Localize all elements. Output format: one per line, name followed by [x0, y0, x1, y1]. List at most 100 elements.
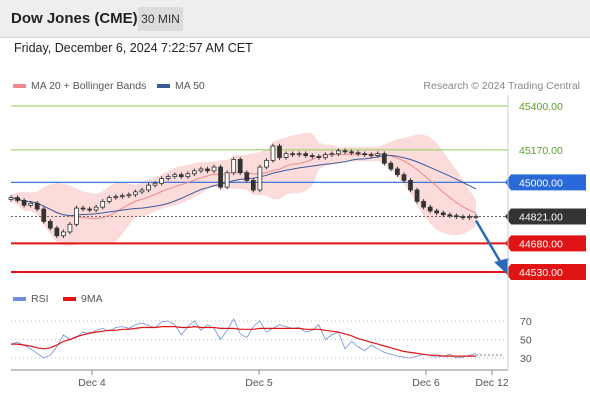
candle-body: [133, 191, 138, 196]
instrument-title: Dow Jones (CME): [11, 10, 138, 27]
candle-body: [309, 155, 315, 158]
candle-body: [34, 202, 40, 210]
time-tick-label: Dec 6: [412, 377, 440, 389]
rsi-ma-swatch: [63, 297, 76, 302]
rsi-tick-label: 30: [520, 353, 532, 365]
candle-body: [329, 153, 335, 156]
candle-body: [185, 173, 191, 177]
candle-body: [198, 168, 204, 172]
candle-body: [74, 207, 79, 225]
candle-body: [375, 153, 381, 157]
candle-body: [283, 153, 289, 158]
candle-body: [296, 153, 302, 156]
candle-body: [113, 196, 119, 199]
ma20-label: MA 20 + Bollinger Bands: [31, 80, 147, 92]
ma50-swatch: [157, 84, 170, 89]
report-datetime: Friday, December 6, 2024 7:22:57 AM CET: [14, 41, 253, 55]
time-tick-label: Dec 5: [245, 377, 273, 389]
candle-body: [323, 154, 328, 158]
candle-body: [126, 194, 132, 197]
legend-ma50: MA 50: [157, 80, 205, 92]
rsi-ma-line: [11, 325, 476, 357]
candle-body: [316, 156, 322, 158]
rsi-ma-label: 9MA: [81, 293, 103, 305]
candle-body: [388, 162, 394, 170]
candle-body: [159, 178, 164, 184]
candle-body: [119, 195, 125, 198]
ma50-label: MA 50: [175, 80, 205, 92]
candle-body: [250, 180, 256, 191]
candle-body: [192, 170, 197, 175]
candle-body: [290, 153, 295, 156]
candle-body: [342, 150, 348, 153]
candle-body: [408, 180, 413, 191]
research-credit: Research © 2024 Trading Central: [423, 80, 580, 92]
candle-body: [80, 207, 86, 210]
candle-body: [224, 172, 230, 188]
candle-body: [336, 150, 341, 155]
time-tick-label: Dec 4: [78, 377, 106, 389]
candle-body: [244, 172, 250, 181]
level-label-box: [505, 174, 586, 191]
candle-body: [146, 184, 151, 191]
candle-body: [106, 197, 112, 202]
candle-body: [381, 153, 387, 164]
level-label: 45400.00: [519, 101, 563, 113]
level-label-box: [505, 235, 586, 252]
candle-body: [28, 202, 34, 206]
rsi-tick-label: 70: [520, 316, 532, 328]
candle-body: [178, 174, 184, 177]
ma50-line: [10, 154, 477, 217]
candle-body: [93, 206, 99, 211]
candle-body: [349, 151, 354, 154]
level-label: 45000.00: [519, 177, 563, 189]
level-label-box: [505, 264, 586, 280]
candle-body: [421, 201, 426, 208]
legend-rsi: RSI: [13, 293, 49, 305]
rsi-swatch: [13, 297, 26, 302]
candle-body: [8, 197, 14, 200]
bollinger-band: [11, 132, 476, 246]
candle-body: [414, 189, 420, 202]
candle-body: [395, 168, 400, 176]
level-label: 44821.00: [519, 211, 563, 223]
rsi-label: RSI: [31, 293, 49, 305]
candle-body: [447, 214, 453, 217]
candle-body: [152, 182, 158, 186]
candle-body: [100, 201, 106, 208]
candle-body: [231, 159, 237, 174]
candle-body: [172, 174, 178, 177]
rsi-tick-label: 50: [520, 335, 532, 347]
forecast-arrow-shaft: [474, 219, 503, 264]
candle-body: [139, 189, 145, 193]
forecast-arrow-head: [494, 258, 509, 274]
candle-body: [460, 216, 466, 219]
candle-body: [264, 159, 269, 168]
candle-body: [270, 145, 276, 161]
candle-body: [61, 231, 66, 237]
candle-body: [21, 200, 27, 206]
ma20-line: [10, 153, 477, 220]
legend-rsi-ma: 9MA: [63, 293, 103, 305]
candle-body: [440, 212, 446, 216]
legend-ma20: MA 20 + Bollinger Bands: [13, 80, 146, 92]
level-label: 45170.00: [519, 145, 563, 157]
timeframe-button[interactable]: 30 MIN: [138, 7, 183, 31]
candle-body: [467, 216, 472, 219]
candle-body: [473, 216, 479, 218]
candle-body: [165, 176, 171, 179]
level-label: 44530.00: [519, 267, 563, 279]
candle-body: [15, 197, 20, 201]
candle-body: [362, 153, 368, 156]
level-label-box: [505, 208, 586, 225]
candle-body: [427, 206, 433, 212]
candle-body: [54, 227, 60, 237]
candle-body: [218, 166, 223, 188]
candle-body: [277, 145, 282, 158]
candle-body: [41, 208, 47, 222]
candle-body: [368, 154, 374, 157]
candle-body: [237, 159, 243, 174]
time-tick-label: Dec 12: [475, 377, 508, 389]
candle-body: [303, 153, 309, 157]
